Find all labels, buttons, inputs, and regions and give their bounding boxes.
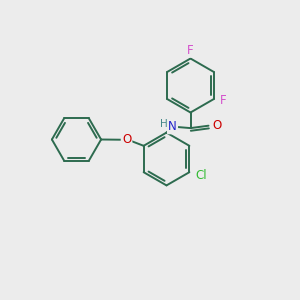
- Text: O: O: [212, 119, 221, 132]
- Text: O: O: [122, 133, 131, 146]
- Text: Cl: Cl: [195, 169, 207, 182]
- Text: H: H: [160, 119, 168, 129]
- Text: F: F: [220, 94, 226, 107]
- Text: N: N: [168, 120, 177, 133]
- Text: F: F: [187, 44, 194, 57]
